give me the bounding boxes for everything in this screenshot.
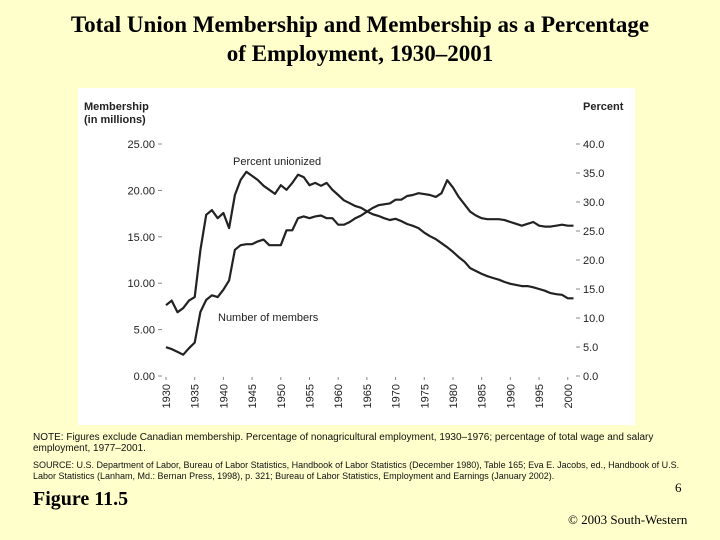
y2-tick-label: 10.0 [583,313,604,325]
x-tick-label: 1970 [391,384,403,408]
x-tick-label: 1955 [304,384,316,408]
chart-note: NOTE: Figures exclude Canadian membershi… [33,432,654,454]
chart-panel [78,88,635,425]
y2-tick-label: 35.0 [583,168,604,180]
x-tick-label: 2000 [563,384,575,408]
x-tick-label: 1930 [161,384,173,408]
title-line: of Employment, 1930–2001 [226,41,494,66]
y2-tick-label: 20.0 [583,255,604,267]
y2-tick-label: 0.0 [583,371,598,383]
y-tick-label: 10.00 [127,278,155,290]
x-tick-label: 1965 [362,384,374,408]
x-tick-label: 1990 [505,384,517,408]
y-tick-label: 0.00 [134,371,155,383]
y2-tick-label: 30.0 [583,197,604,209]
y-tick-label: 25.00 [127,139,155,151]
y-tick-label: 5.00 [134,325,155,337]
y2-tick-label: 40.0 [583,139,604,151]
series-line [165,170,574,314]
y2-tick-label: 15.0 [583,284,604,296]
title-line: Total Union Membership and Membership as… [70,12,650,37]
y-tick-label: 15.00 [127,232,155,244]
y-tick-label: 20.00 [127,185,155,197]
slide-title: Total Union Membership and Membership as… [0,10,720,68]
y2-axis-label: Percent [583,101,624,113]
x-tick-label: 1950 [276,384,288,408]
y2-tick-label: 25.0 [583,226,604,238]
x-tick-label: 1980 [448,384,460,408]
y-axis-label: (in millions) [84,114,146,126]
y2-tick-label: 5.0 [583,342,598,354]
page-number: 6 [675,480,682,495]
series-line [165,179,574,356]
series-label: Percent unionized [233,156,321,168]
chart-source: SOURCE: U.S. Department of Labor, Bureau… [33,460,680,481]
x-tick-label: 1960 [333,384,345,408]
copyright: © 2003 South-Western [568,512,688,527]
x-tick-label: 1945 [247,384,259,408]
x-tick-label: 1985 [477,384,489,408]
figure-label: Figure 11.5 [33,488,129,510]
y-axis-label: Membership [84,101,149,113]
x-tick-label: 1940 [218,384,230,408]
series-label: Number of members [218,312,319,324]
x-tick-label: 1935 [190,384,202,408]
x-tick-label: 1975 [419,384,431,408]
x-tick-label: 1995 [534,384,546,408]
